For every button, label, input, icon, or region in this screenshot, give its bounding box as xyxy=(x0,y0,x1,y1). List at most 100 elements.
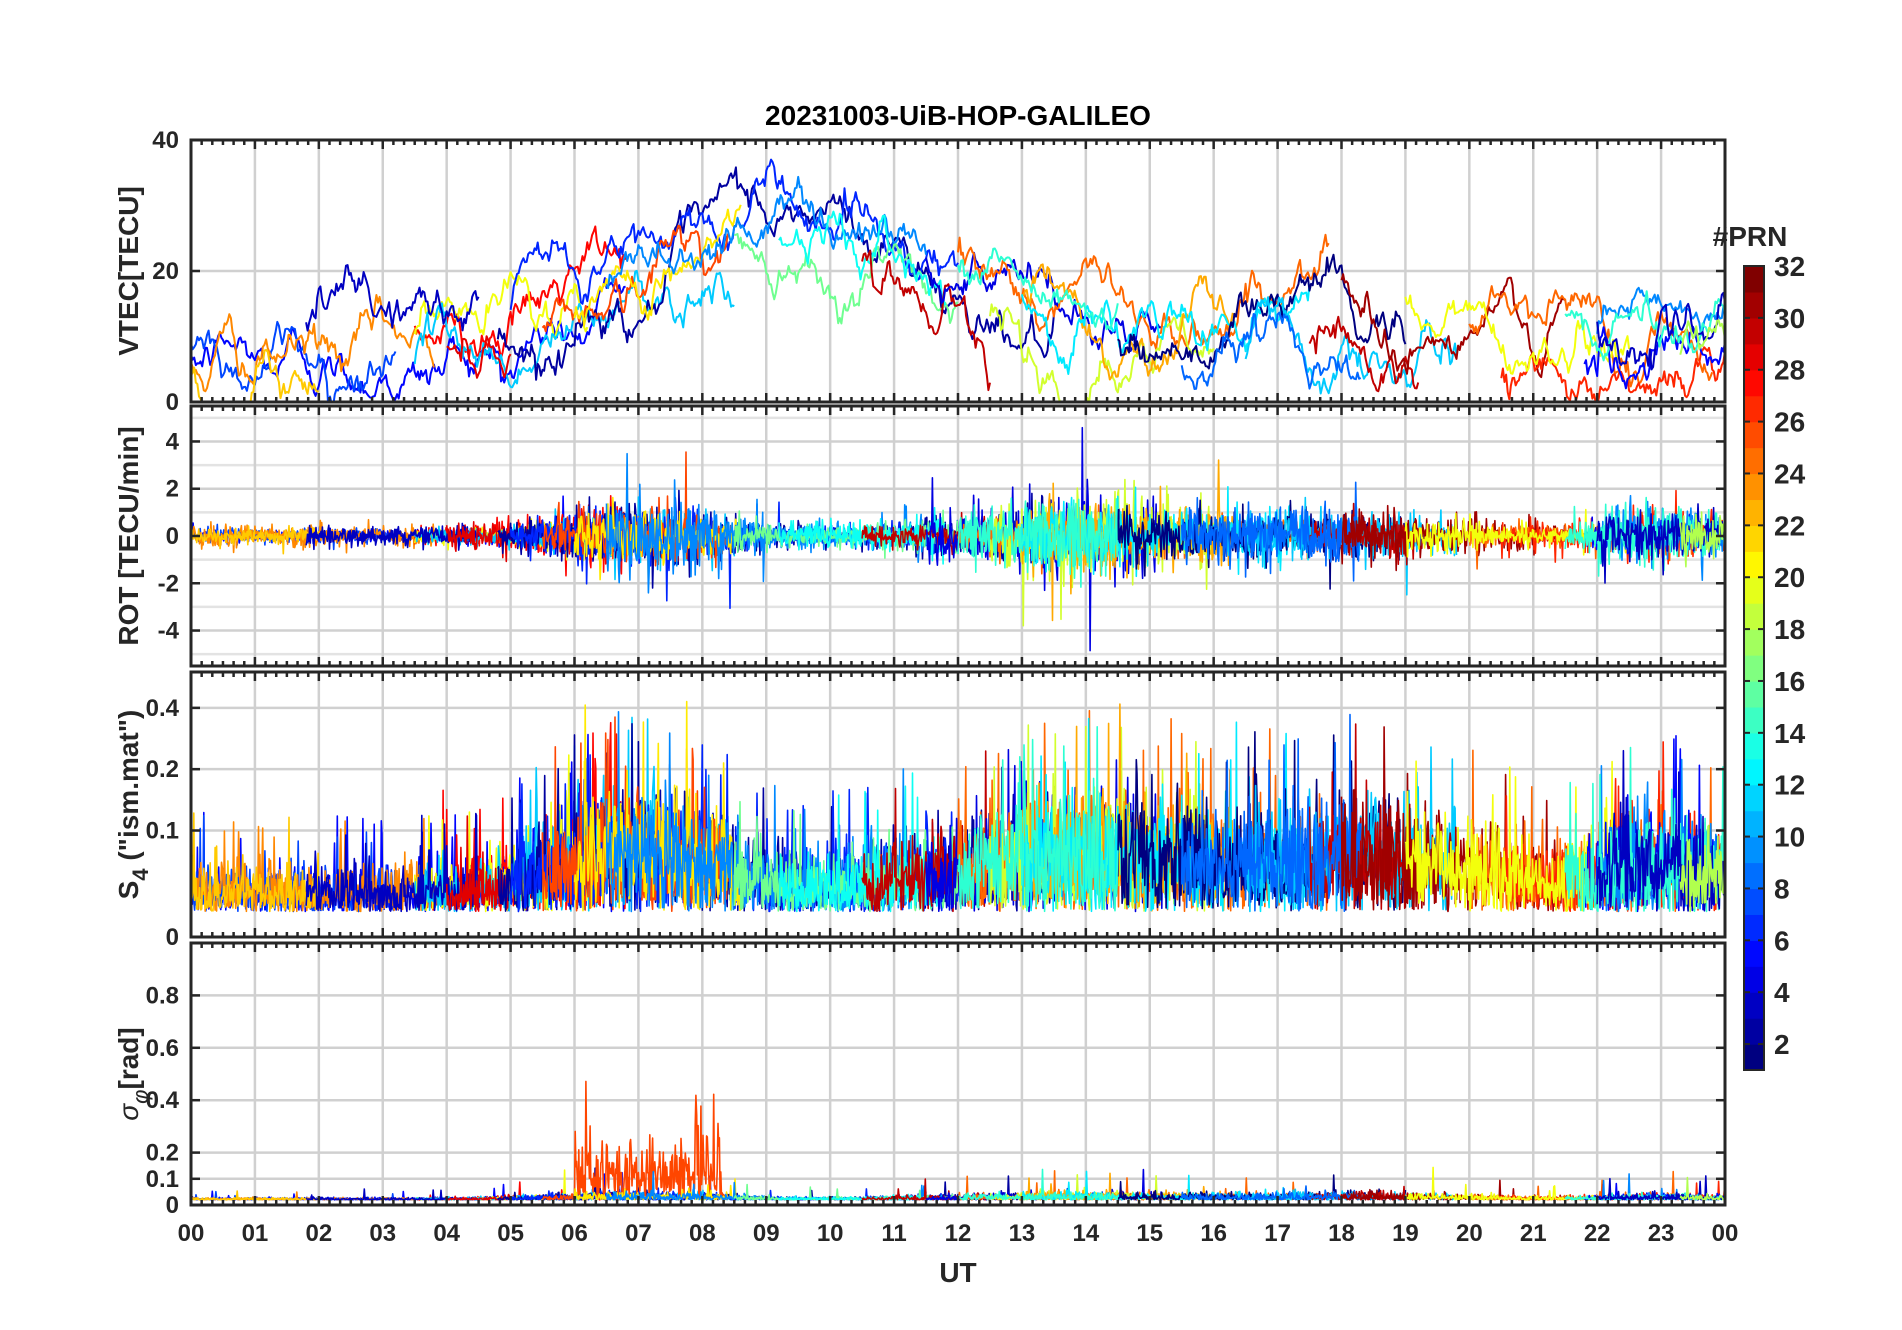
x-tick-label: 23 xyxy=(1648,1220,1675,1247)
series-vtec-prn-16 xyxy=(734,233,959,325)
y-axis-label-sigma: σφ[rad] xyxy=(113,1027,153,1120)
x-tick-label: 00 xyxy=(1712,1220,1739,1247)
colorbar-segment xyxy=(1744,317,1764,345)
x-tick-label: 04 xyxy=(433,1220,460,1247)
series-sigma-prn-18 xyxy=(1679,1176,1725,1201)
x-tick-label: 20 xyxy=(1456,1220,1483,1247)
y-tick-label: 0.6 xyxy=(146,1035,179,1062)
x-tick-label: 05 xyxy=(497,1220,524,1247)
series-s4-prn-8 xyxy=(1180,713,1362,913)
colorbar-segment xyxy=(1744,291,1764,319)
series-vtec-prn-30 xyxy=(861,249,991,392)
colorbar-segment xyxy=(1744,499,1764,526)
colorbar-tick-label: 18 xyxy=(1774,614,1805,645)
colorbar-segment xyxy=(1744,421,1764,449)
colorbar-title: #PRN xyxy=(1713,221,1788,252)
colorbar-segment xyxy=(1744,369,1764,397)
x-tick-label: 19 xyxy=(1392,1220,1419,1247)
x-tick-label: 14 xyxy=(1072,1220,1099,1247)
x-tick-label: 21 xyxy=(1520,1220,1547,1247)
colorbar-tick-label: 4 xyxy=(1774,977,1790,1008)
series-rot-prn-22 xyxy=(191,524,320,555)
colorbar-tick-label: 24 xyxy=(1774,458,1806,489)
colorbar-segment xyxy=(1744,758,1764,786)
colorbar-tick-label: 6 xyxy=(1774,925,1790,956)
colorbar-tick-label: 32 xyxy=(1774,251,1805,282)
series-s4-prn-22 xyxy=(191,812,320,913)
panel-s4: 0 0.1 0.2 0.4S4 ("ism.mat") xyxy=(113,670,1727,951)
series-s4-prn-13 xyxy=(778,772,946,913)
series-vtec-prn-21 xyxy=(573,204,742,327)
colorbar-segment xyxy=(1744,784,1764,812)
colorbar-segment xyxy=(1744,551,1764,578)
colorbar-segment xyxy=(1744,473,1764,501)
y-tick-label: 0.2 xyxy=(146,1140,179,1167)
y-tick-label: 0.1 xyxy=(146,1166,179,1193)
series-s4-prn-18 xyxy=(1679,824,1725,913)
series-vtec-prn-31 xyxy=(1340,273,1566,379)
x-tick-label: 15 xyxy=(1136,1220,1163,1247)
series-vtec-prn-13 xyxy=(778,210,947,306)
colorbar-segment xyxy=(1744,395,1764,423)
colorbar-segment xyxy=(1744,706,1764,734)
y-tick-label: 4 xyxy=(166,428,180,455)
y-tick-label: 20 xyxy=(152,258,179,285)
colorbar-tick-label: 30 xyxy=(1774,303,1805,334)
series-vtec-prn-20 xyxy=(413,271,589,339)
colorbar-tick-label: 26 xyxy=(1774,407,1805,438)
colorbar-tick-label: 8 xyxy=(1774,873,1790,904)
colorbar-segment xyxy=(1744,1044,1764,1071)
series-vtec-prn-14 xyxy=(957,247,1119,331)
x-tick-label: 02 xyxy=(305,1220,332,1247)
colorbar-segment xyxy=(1744,447,1764,475)
figure-title: 20231003-UiB-HOP-GALILEO xyxy=(765,100,1151,131)
series-rot-prn-8 xyxy=(1180,481,1362,582)
colorbar-tick-label: 20 xyxy=(1774,562,1805,593)
y-tick-label: 0.4 xyxy=(146,1087,180,1114)
colorbar-segment xyxy=(1744,525,1764,552)
y-tick-label: -4 xyxy=(158,618,180,645)
colorbar-segment xyxy=(1744,914,1764,941)
colorbar-segment xyxy=(1744,862,1764,890)
colorbar-tick-label: 12 xyxy=(1774,770,1805,801)
x-tick-label: 22 xyxy=(1584,1220,1611,1247)
colorbar-segment xyxy=(1744,577,1764,604)
colorbar-segment xyxy=(1744,603,1764,630)
x-tick-label: 17 xyxy=(1264,1220,1291,1247)
colorbar-segment xyxy=(1744,680,1764,708)
series-s4-prn-14 xyxy=(957,725,1119,913)
x-tick-label: 01 xyxy=(242,1220,269,1247)
colorbar-tick-label: 16 xyxy=(1774,666,1805,697)
colorbar-segment xyxy=(1744,966,1764,993)
colorbar-segment xyxy=(1744,655,1764,682)
y-axis-label-vtec: VTEC[TECU] xyxy=(113,186,144,356)
series-sigma-prn-29 xyxy=(446,1193,512,1201)
colorbar-frame xyxy=(1743,265,1765,1071)
colorbar-segment xyxy=(1744,343,1764,371)
y-tick-label: 40 xyxy=(152,127,179,154)
y-tick-label: 0 xyxy=(166,389,179,416)
y-tick-label: 0 xyxy=(166,523,179,550)
series-sigma-prn-14 xyxy=(957,1168,1119,1201)
colorbar-segment xyxy=(1744,1018,1764,1045)
colorbar-tick-label: 14 xyxy=(1774,718,1806,749)
series-vtec-prn-29 xyxy=(446,335,512,379)
y-tick-label: 0 xyxy=(166,924,179,951)
series-vtec-prn-11 xyxy=(1244,296,1458,395)
colorbar-segment xyxy=(1744,629,1764,656)
y-tick-label: 2 xyxy=(166,476,179,503)
colorbar-segment xyxy=(1744,810,1764,838)
colorbar-segment xyxy=(1744,266,1764,293)
series-vtec-prn-8 xyxy=(1180,311,1362,390)
series-rot-prn-14 xyxy=(957,497,1119,588)
series-vtec-prn-7 xyxy=(191,320,397,402)
panel-rot: -4 -2 0 2 4 ROT [TECU/min] xyxy=(113,404,1727,668)
x-tick-label: 18 xyxy=(1328,1220,1355,1247)
series-vtec-prn-19 xyxy=(989,303,1215,402)
x-tick-label: 13 xyxy=(1009,1220,1036,1247)
series-sigma-prn-8 xyxy=(1180,1185,1362,1201)
y-tick-label: 0.2 xyxy=(146,756,179,783)
colorbar-segment xyxy=(1744,940,1764,967)
